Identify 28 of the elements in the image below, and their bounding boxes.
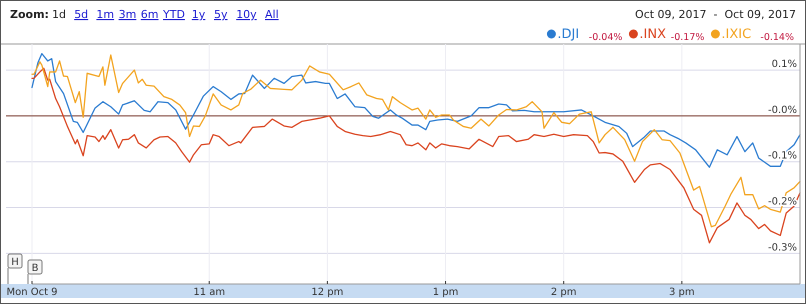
annotation: B — [32, 263, 39, 274]
y-tick-label: -0.0% — [768, 104, 797, 116]
legend-label: .DJI — [557, 27, 580, 42]
text: -0.17% — [670, 32, 704, 43]
text: -0.04% — [588, 32, 622, 43]
x-tick-label: 11 am — [193, 287, 226, 298]
text: 3m — [118, 8, 136, 21]
legend-label: .IXIC — [721, 27, 752, 42]
text: Oct 09, 2017 - Oct 09, 2017 — [635, 8, 796, 21]
text: 6m — [140, 8, 159, 21]
x-tick-label: 12 pm — [311, 287, 344, 298]
text: 1m — [96, 8, 114, 21]
text: 10y — [236, 8, 258, 21]
legend-label: .INX — [639, 27, 666, 42]
text: 5d — [74, 8, 88, 21]
text: 1d — [52, 8, 66, 21]
text: 1y — [192, 8, 206, 21]
text: YTD — [162, 8, 185, 21]
text: -0.14% — [760, 32, 794, 43]
x-tick-label: 2 pm — [550, 287, 577, 298]
y-tick-label: 0.1% — [772, 59, 797, 70]
x-tick-label: 1 pm — [432, 287, 458, 298]
y-tick-label: -0.3% — [768, 242, 797, 254]
text: 5y — [214, 8, 228, 21]
x-tick-label: Mon Oct 9 — [6, 287, 58, 298]
x-tick-label: 3 pm — [669, 287, 695, 298]
text: Zoom: — [10, 8, 49, 21]
text: All — [265, 8, 279, 21]
